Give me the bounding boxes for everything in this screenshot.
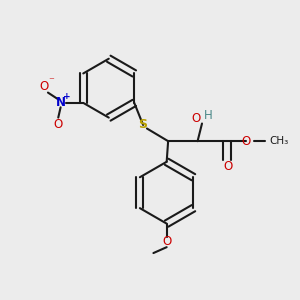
Text: O: O (242, 135, 251, 148)
Text: O: O (54, 118, 63, 131)
Text: ⁻: ⁻ (49, 76, 54, 86)
Text: H: H (204, 109, 213, 122)
Text: O: O (191, 112, 200, 125)
Text: O: O (223, 160, 232, 173)
Text: O: O (162, 236, 171, 248)
Text: N: N (56, 96, 66, 109)
Text: CH₃: CH₃ (270, 136, 289, 146)
Text: +: + (63, 92, 70, 101)
Text: O: O (39, 80, 48, 93)
Text: S: S (139, 118, 148, 131)
